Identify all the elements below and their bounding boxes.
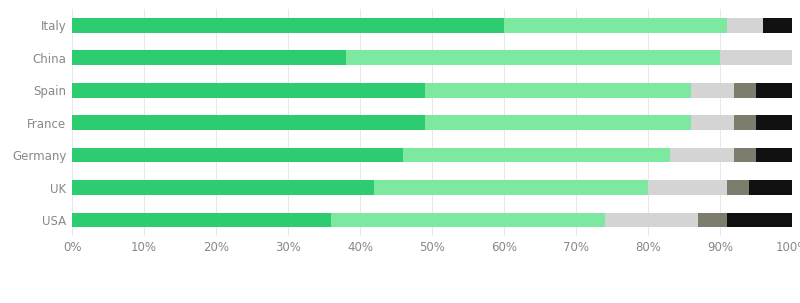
Bar — [691, 83, 734, 98]
Bar — [756, 148, 792, 162]
Bar — [727, 18, 763, 33]
Bar — [504, 18, 727, 33]
Bar — [425, 83, 691, 98]
Bar — [346, 51, 720, 65]
Bar — [727, 180, 749, 195]
Bar — [648, 180, 727, 195]
Bar — [727, 213, 792, 228]
Bar — [605, 213, 698, 228]
Bar — [72, 115, 425, 130]
Bar — [403, 148, 670, 162]
Bar — [756, 115, 792, 130]
Bar — [749, 180, 792, 195]
Bar — [374, 180, 648, 195]
Bar — [72, 180, 374, 195]
Bar — [763, 18, 792, 33]
Bar — [734, 115, 756, 130]
Bar — [72, 83, 425, 98]
Bar — [734, 83, 756, 98]
Bar — [734, 148, 756, 162]
Bar — [756, 83, 792, 98]
Bar — [72, 51, 346, 65]
Bar — [72, 18, 504, 33]
Bar — [72, 148, 403, 162]
Bar — [720, 51, 792, 65]
Bar — [698, 213, 727, 228]
Bar — [425, 115, 691, 130]
Bar — [331, 213, 605, 228]
Bar — [72, 213, 331, 228]
Bar — [670, 148, 734, 162]
Bar — [691, 115, 734, 130]
